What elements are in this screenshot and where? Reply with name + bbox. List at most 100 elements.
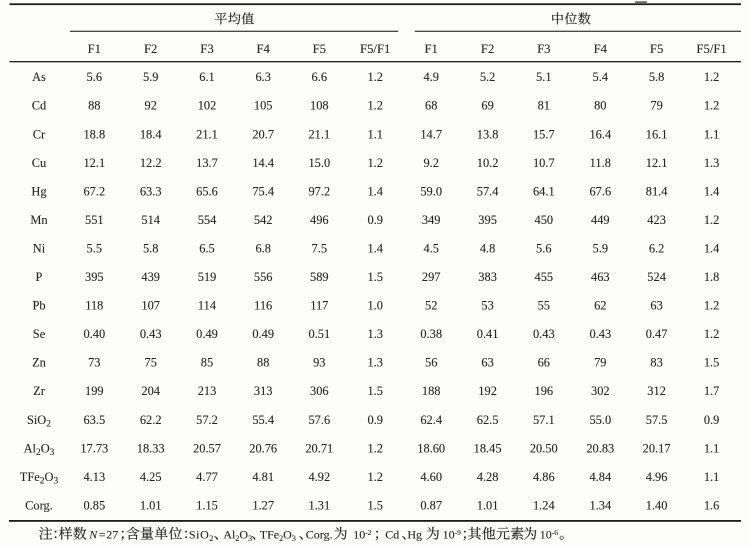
svg-text:213: 213 xyxy=(198,384,217,398)
svg-text:20.83: 20.83 xyxy=(586,441,614,455)
svg-text:67.2: 67.2 xyxy=(83,184,105,198)
svg-text:4.13: 4.13 xyxy=(83,470,105,484)
svg-text:4.25: 4.25 xyxy=(140,470,162,484)
svg-text:62: 62 xyxy=(594,299,606,313)
svg-text:F2: F2 xyxy=(144,42,157,56)
svg-text:57.4: 57.4 xyxy=(477,184,499,198)
svg-text:12.2: 12.2 xyxy=(140,156,162,170)
svg-text:0.43: 0.43 xyxy=(140,327,162,341)
svg-text:1.1: 1.1 xyxy=(704,441,720,455)
svg-text:0.40: 0.40 xyxy=(83,327,105,341)
svg-text:Pb: Pb xyxy=(32,299,45,313)
svg-text:88: 88 xyxy=(257,356,269,370)
svg-text:F5: F5 xyxy=(650,42,663,56)
svg-text:439: 439 xyxy=(141,270,160,284)
svg-text:20.57: 20.57 xyxy=(193,441,221,455)
svg-text:4.8: 4.8 xyxy=(480,241,496,255)
svg-text:1.4: 1.4 xyxy=(704,184,720,198)
svg-text:1.01: 1.01 xyxy=(140,498,162,512)
svg-text:20.71: 20.71 xyxy=(305,441,333,455)
svg-text:4.28: 4.28 xyxy=(477,470,499,484)
svg-text:20.76: 20.76 xyxy=(249,441,277,455)
svg-text:18.60: 18.60 xyxy=(417,441,445,455)
svg-text:1.8: 1.8 xyxy=(704,270,720,284)
svg-text:455: 455 xyxy=(535,270,554,284)
svg-text:450: 450 xyxy=(535,213,554,227)
svg-text:116: 116 xyxy=(254,299,272,313)
svg-text:196: 196 xyxy=(535,384,554,398)
svg-text:18.45: 18.45 xyxy=(474,441,502,455)
svg-text:5.8: 5.8 xyxy=(143,241,159,255)
svg-text:0.9: 0.9 xyxy=(367,413,383,427)
svg-text:63.5: 63.5 xyxy=(83,413,105,427)
svg-text:16.4: 16.4 xyxy=(589,127,611,141)
svg-text:57.6: 57.6 xyxy=(308,413,330,427)
svg-text:1.27: 1.27 xyxy=(252,498,274,512)
svg-text:519: 519 xyxy=(198,270,217,284)
svg-text:14.7: 14.7 xyxy=(420,127,442,141)
svg-text:0.38: 0.38 xyxy=(420,327,442,341)
svg-text:6.6: 6.6 xyxy=(312,70,328,84)
svg-text:F5/F1: F5/F1 xyxy=(696,42,726,56)
svg-text:63: 63 xyxy=(481,356,493,370)
svg-text:62.5: 62.5 xyxy=(477,413,499,427)
svg-text:1.24: 1.24 xyxy=(533,498,555,512)
svg-text:5.2: 5.2 xyxy=(480,70,496,84)
svg-text:20.7: 20.7 xyxy=(252,127,274,141)
svg-text:5.6: 5.6 xyxy=(536,241,552,255)
svg-text:15.7: 15.7 xyxy=(533,127,555,141)
svg-text:57.5: 57.5 xyxy=(646,413,668,427)
svg-text:117: 117 xyxy=(310,299,328,313)
svg-text:F3: F3 xyxy=(537,42,550,56)
svg-text:79: 79 xyxy=(650,99,662,113)
svg-text:63: 63 xyxy=(650,299,662,313)
svg-text:188: 188 xyxy=(422,384,441,398)
svg-text:192: 192 xyxy=(478,384,497,398)
svg-text:496: 496 xyxy=(310,213,329,227)
svg-text:1.7: 1.7 xyxy=(704,384,720,398)
svg-text:53: 53 xyxy=(481,299,493,313)
svg-text:13.7: 13.7 xyxy=(196,156,218,170)
svg-text:Cd: Cd xyxy=(32,99,47,113)
svg-text:Se: Se xyxy=(33,327,46,341)
svg-text:297: 297 xyxy=(422,270,441,284)
svg-text:F5: F5 xyxy=(313,42,326,56)
svg-text:395: 395 xyxy=(478,213,497,227)
svg-text:As: As xyxy=(32,70,46,84)
svg-text:0.9: 0.9 xyxy=(367,213,383,227)
svg-text:57.2: 57.2 xyxy=(196,413,218,427)
svg-text:102: 102 xyxy=(198,99,217,113)
svg-text:Hg: Hg xyxy=(407,528,422,542)
svg-text:Corg.: Corg. xyxy=(306,528,333,542)
svg-text:1.2: 1.2 xyxy=(367,99,383,113)
svg-text:0.49: 0.49 xyxy=(252,327,274,341)
svg-text:12.1: 12.1 xyxy=(646,156,668,170)
svg-text:1.40: 1.40 xyxy=(646,498,668,512)
svg-text:514: 514 xyxy=(141,213,160,227)
svg-text:1.2: 1.2 xyxy=(367,470,383,484)
svg-text:1.4: 1.4 xyxy=(367,241,383,255)
svg-text:75.4: 75.4 xyxy=(252,184,274,198)
svg-text:4.9: 4.9 xyxy=(423,70,439,84)
svg-text:88: 88 xyxy=(88,99,100,113)
svg-text:5.8: 5.8 xyxy=(649,70,665,84)
svg-text:1.4: 1.4 xyxy=(367,184,383,198)
svg-text:11.8: 11.8 xyxy=(590,156,611,170)
svg-text:85: 85 xyxy=(201,356,213,370)
svg-text:4.60: 4.60 xyxy=(420,470,442,484)
svg-text:Cr: Cr xyxy=(33,127,46,141)
svg-text:1.31: 1.31 xyxy=(308,498,330,512)
svg-text:F4: F4 xyxy=(256,42,270,56)
svg-text:TFe2O3: TFe2O3 xyxy=(20,470,59,487)
svg-text:6.1: 6.1 xyxy=(199,70,215,84)
svg-text:542: 542 xyxy=(254,213,273,227)
svg-text:118: 118 xyxy=(85,299,103,313)
svg-text:Zr: Zr xyxy=(33,384,46,398)
svg-text:312: 312 xyxy=(647,384,666,398)
svg-text:302: 302 xyxy=(591,384,610,398)
svg-text:4.96: 4.96 xyxy=(646,470,668,484)
svg-text:6.5: 6.5 xyxy=(199,241,215,255)
svg-text:81: 81 xyxy=(538,99,550,113)
svg-text:5.9: 5.9 xyxy=(593,241,609,255)
svg-text:20.17: 20.17 xyxy=(643,441,671,455)
